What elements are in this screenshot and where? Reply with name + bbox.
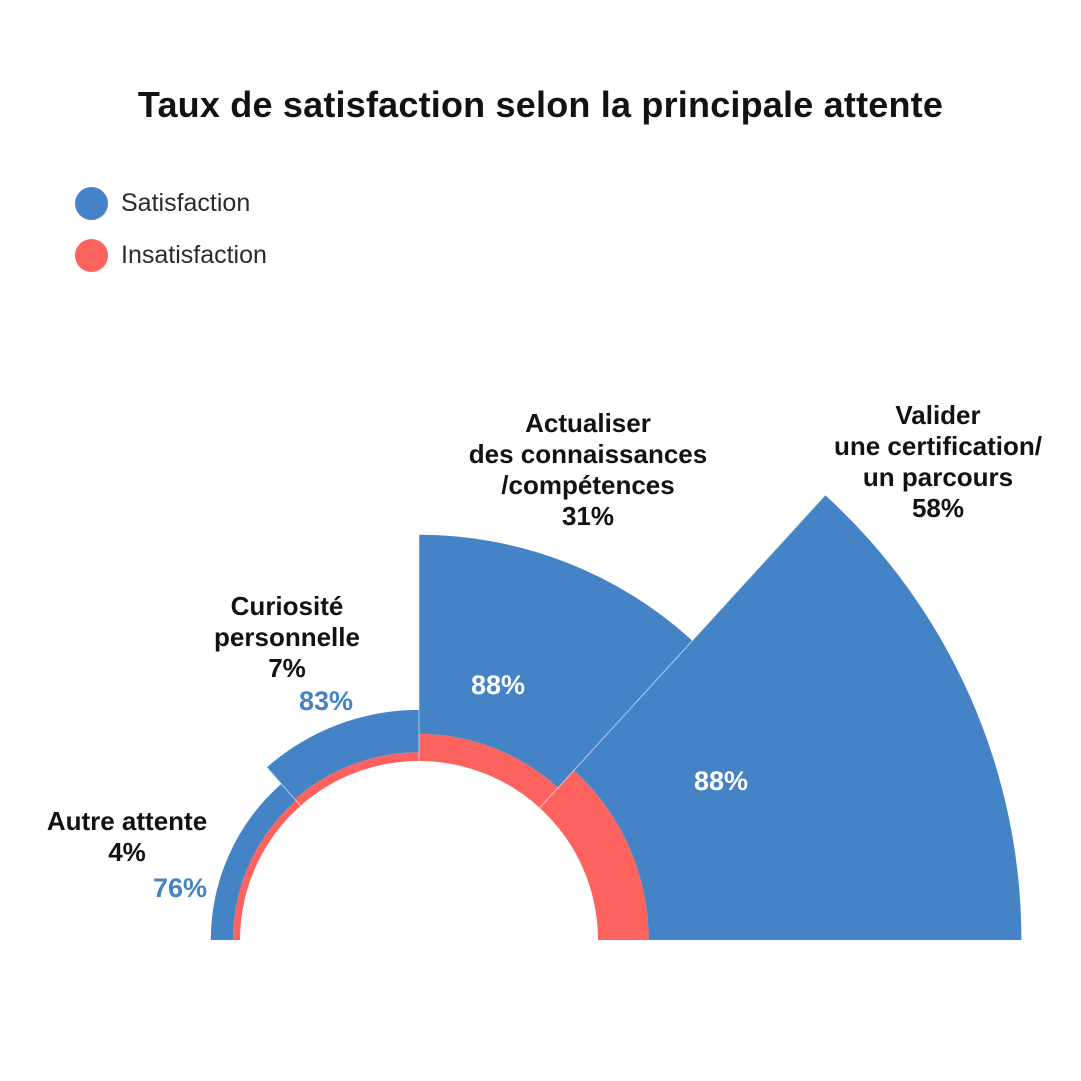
value-label-actualiser: 88% [470,670,526,700]
callout-autre-share: 4% [108,837,146,867]
callout-valider: Valider une certification/ un parcours 5… [768,400,1081,524]
legend-item-insatisfaction: Insatisfaction [75,239,267,272]
wedge-seam-line [262,762,302,807]
value-label-autre: 76% [152,873,208,903]
callout-actualiser: Actualiser des connaissances /compétence… [408,408,768,532]
wedge-autre-attente-insatisfaction [232,800,301,940]
page-title: Taux de satisfaction selon la principale… [137,84,944,125]
wedge-valider-une-certification-un-parcours-satisfaction [573,495,1022,940]
callout-autre: Autre attente 4% [7,806,247,868]
wedge-curiosit-personnelle-satisfaction [266,709,419,800]
callout-valider-line: Valider [895,400,981,430]
legend-label-satisfaction: Satisfaction [121,189,251,217]
callout-curiosite-line: personnelle [214,622,360,652]
wedge-valider-une-certification-un-parcours-insatisfaction [539,770,649,940]
callout-actualiser-line: Actualiser [525,408,651,438]
insatisfaction-swatch-icon [75,239,108,272]
wedge-actualiser-des-connaissances-comp-tences-insatisfaction [419,733,559,808]
value-label-valider: 88% [693,766,749,796]
callout-actualiser-line: /compétences [501,470,675,500]
callout-valider-line: un parcours [862,462,1014,492]
callout-actualiser-line: des connaissances [468,439,708,469]
wedge-autre-attente-satisfaction [210,783,296,940]
callout-autre-line: Autre attente [46,806,208,836]
wedge-seam-line [539,487,833,809]
satisfaction-swatch-icon [75,187,108,220]
callout-curiosite: Curiosité personnelle 7% [167,591,407,684]
callout-curiosite-line: Curiosité [230,591,344,621]
legend: Satisfaction Insatisfaction [75,187,267,291]
callout-valider-share: 58% [911,493,965,523]
callout-valider-line: une certification/ [833,431,1043,461]
legend-item-satisfaction: Satisfaction [75,187,267,220]
wedge-curiosit-personnelle-insatisfaction [294,752,419,806]
legend-label-insatisfaction: Insatisfaction [121,241,267,269]
wedge-actualiser-des-connaissances-comp-tences-satisfaction [419,534,693,788]
value-label-curiosite: 83% [298,686,354,716]
callout-curiosite-share: 7% [268,653,306,683]
callout-actualiser-share: 31% [561,501,615,531]
